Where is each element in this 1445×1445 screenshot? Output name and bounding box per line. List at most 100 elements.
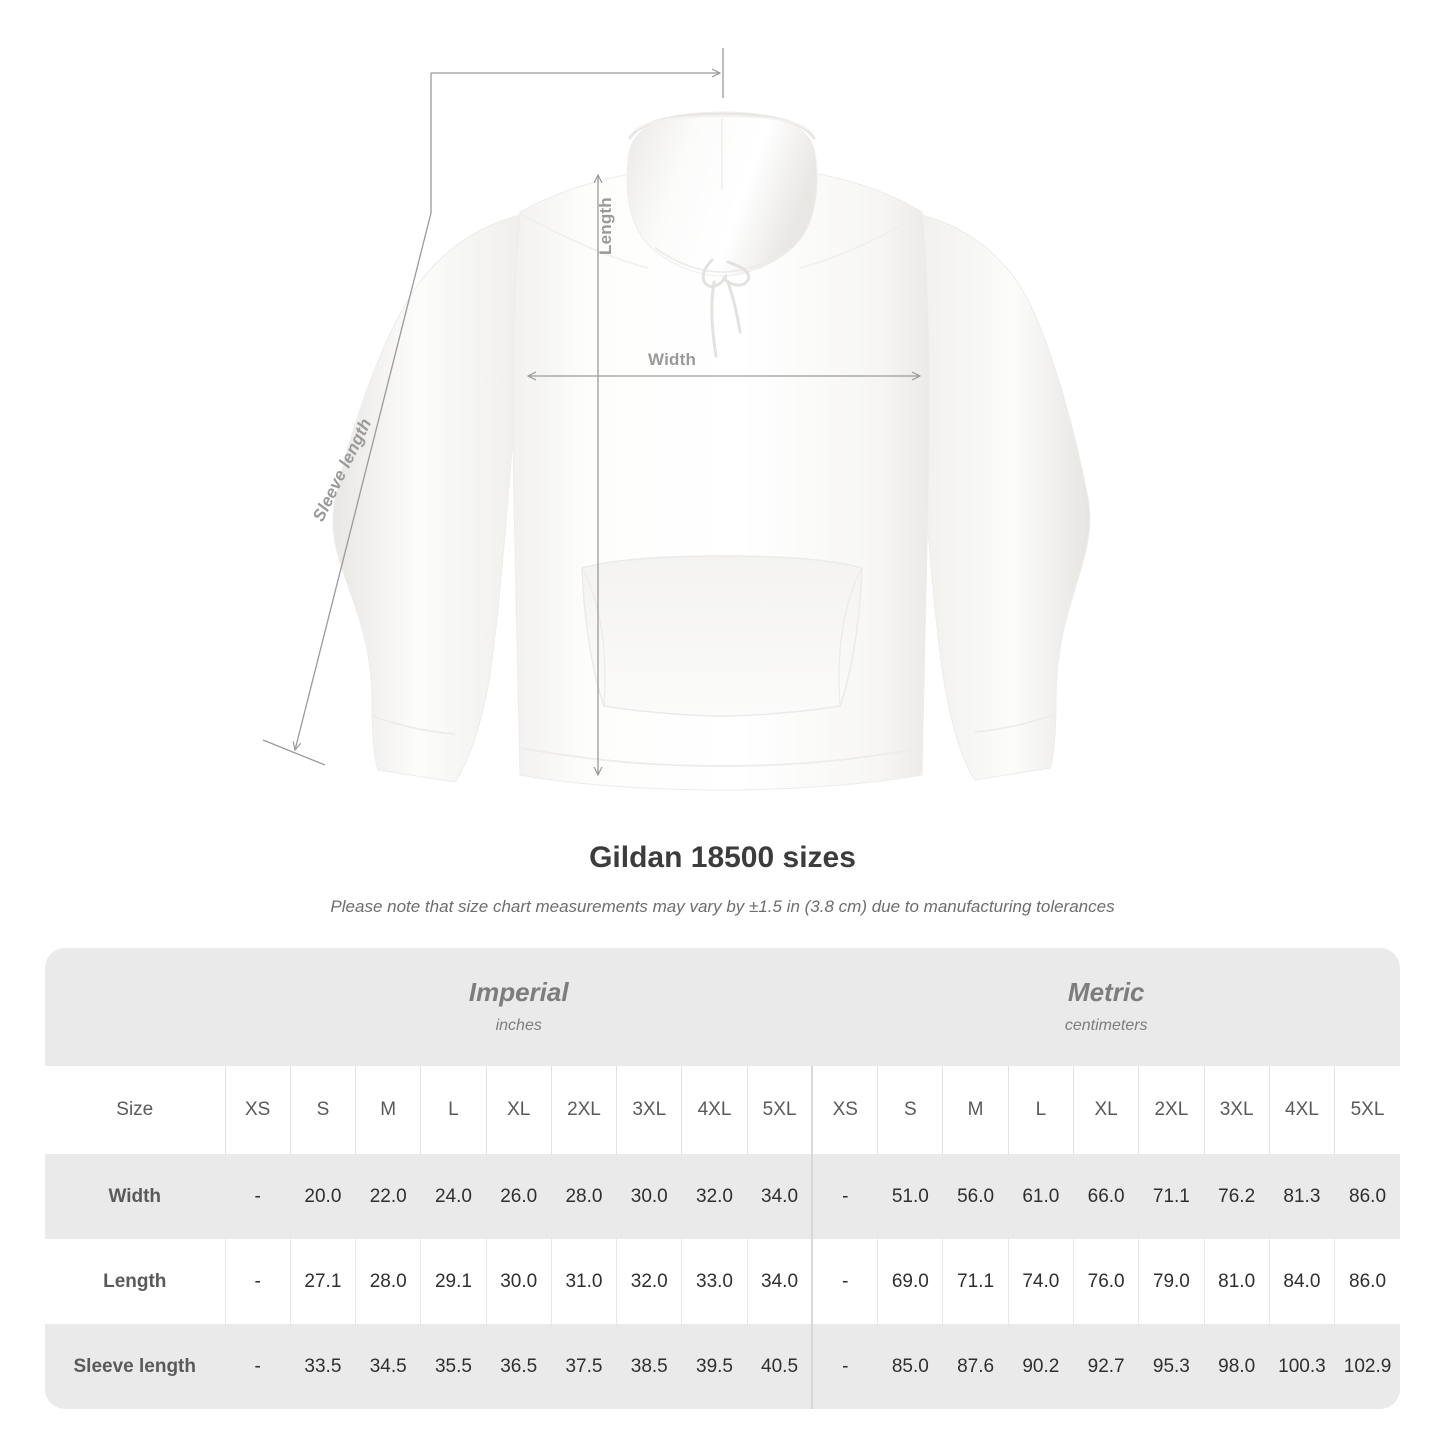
row-label-width: Width	[45, 1154, 226, 1239]
cell-imperial: 34.5	[355, 1324, 421, 1409]
cell-imperial: 30.0	[485, 1239, 552, 1324]
cell-metric: 79.0	[1138, 1239, 1205, 1324]
size-header-metric-4xl: 4XL	[1268, 1066, 1335, 1154]
cell-imperial: 34.0	[746, 1154, 813, 1239]
size-chart-table: Imperial inches Metric centimeters Size XS S M L…	[45, 948, 1400, 1409]
cell-imperial: 30.0	[616, 1154, 682, 1239]
size-header-imperial-m: M	[355, 1066, 421, 1154]
cell-imperial: 40.5	[746, 1324, 813, 1409]
cell-imperial: -	[224, 1324, 291, 1409]
cell-metric: 71.1	[942, 1239, 1009, 1324]
cell-metric: -	[811, 1154, 878, 1239]
size-label-cell: Size	[45, 1066, 226, 1154]
size-header-imperial-l: L	[420, 1066, 487, 1154]
cell-imperial: 38.5	[616, 1324, 682, 1409]
cell-metric: 81.3	[1268, 1154, 1335, 1239]
cell-imperial: 22.0	[355, 1154, 421, 1239]
size-header-imperial-5xl: 5XL	[746, 1066, 813, 1154]
cell-imperial: 32.0	[681, 1154, 748, 1239]
cell-metric: 102.9	[1334, 1324, 1400, 1409]
size-header-imperial-xs: XS	[224, 1066, 291, 1154]
unit-subtitle: inches	[495, 1017, 542, 1034]
cell-metric: 51.0	[877, 1154, 943, 1239]
unit-header-metric: Metric centimeters	[812, 948, 1400, 1066]
cell-imperial: 37.5	[550, 1324, 617, 1409]
cell-imperial: 24.0	[420, 1154, 487, 1239]
cell-imperial: 27.1	[289, 1239, 356, 1324]
cell-metric: 92.7	[1072, 1324, 1139, 1409]
cell-metric: 74.0	[1007, 1239, 1074, 1324]
cell-metric: 61.0	[1007, 1154, 1074, 1239]
table-row: Sleeve length -33.5 34.5 35.5 36.5 37.5 38.5 39…	[45, 1324, 1400, 1409]
row-label-length: Length	[45, 1239, 226, 1324]
cell-metric: 71.1	[1138, 1154, 1205, 1239]
cell-imperial: -	[224, 1154, 291, 1239]
cell-imperial: 31.0	[550, 1239, 617, 1324]
cell-metric: -	[811, 1324, 878, 1409]
row-label-sleeve-length: Sleeve length	[45, 1324, 226, 1409]
drawstring	[701, 258, 751, 358]
hoodie-diagram-svg	[262, 48, 1091, 791]
cell-imperial: 34.0	[746, 1239, 813, 1324]
size-header-metric-2xl: 2XL	[1138, 1066, 1205, 1154]
size-chart-container: Imperial inches Metric centimeters Size XS S M L…	[45, 948, 1400, 1409]
cell-imperial: 28.0	[550, 1154, 617, 1239]
cell-metric: 100.3	[1268, 1324, 1335, 1409]
cell-metric: 84.0	[1268, 1239, 1335, 1324]
cell-metric: 76.0	[1072, 1239, 1139, 1324]
size-header-metric-5xl: 5XL	[1334, 1066, 1400, 1154]
unit-name: Metric	[1067, 977, 1145, 1007]
hoodie-body-shape	[332, 111, 1091, 791]
cell-metric: 69.0	[877, 1239, 943, 1324]
unit-banner-spacer	[45, 948, 226, 1066]
size-header-metric-xl: XL	[1072, 1066, 1139, 1154]
cell-imperial: 28.0	[355, 1239, 421, 1324]
cell-metric: 95.3	[1138, 1324, 1205, 1409]
size-header-imperial-4xl: 4XL	[681, 1066, 748, 1154]
sleeve-bottom-tick	[262, 739, 326, 766]
tolerance-note: Please note that size chart measurements…	[330, 897, 1115, 916]
cell-metric: 56.0	[942, 1154, 1009, 1239]
cell-metric: 76.2	[1203, 1154, 1270, 1239]
cell-imperial: -	[224, 1239, 291, 1324]
sleeve-length-arrow	[295, 212, 432, 750]
table-row: Length -27.1 28.0 29.1 30.0 31.0 32.0 33.0 34.0-…	[45, 1239, 1400, 1324]
garment-illustration: Length Width Sleeve length	[262, 48, 1091, 791]
cell-imperial: 33.5	[289, 1324, 356, 1409]
cell-metric: -	[811, 1239, 878, 1324]
cell-metric: 86.0	[1334, 1154, 1400, 1239]
cell-metric: 90.2	[1007, 1324, 1074, 1409]
page-title: Gildan 18500 sizes	[589, 841, 856, 874]
size-header-row: Size XS S M L XL 2XL 3XL 4XL 5XL XS S M L XL 2XL 3XL 4XL 5…	[45, 1066, 1400, 1154]
size-header-metric-xs: XS	[811, 1066, 878, 1154]
cell-imperial: 32.0	[616, 1239, 682, 1324]
cell-imperial: 36.5	[485, 1324, 552, 1409]
unit-header-imperial: Imperial inches	[225, 948, 813, 1066]
width-label: Width	[648, 350, 697, 369]
cell-metric: 66.0	[1072, 1154, 1139, 1239]
size-header-metric-l: L	[1007, 1066, 1074, 1154]
size-header-metric-s: S	[877, 1066, 943, 1154]
cell-imperial: 33.0	[681, 1239, 748, 1324]
size-header-imperial-s: S	[289, 1066, 356, 1154]
cell-metric: 86.0	[1334, 1239, 1400, 1324]
size-header-imperial-xl: XL	[485, 1066, 552, 1154]
cell-metric: 98.0	[1203, 1324, 1270, 1409]
size-header-imperial-3xl: 3XL	[616, 1066, 682, 1154]
size-header-metric-3xl: 3XL	[1203, 1066, 1270, 1154]
cell-metric: 81.0	[1203, 1239, 1270, 1324]
unit-name: Imperial	[468, 977, 569, 1007]
title-block: Gildan 18500 sizes Please note that size…	[0, 838, 1445, 918]
cell-metric: 87.6	[942, 1324, 1009, 1409]
cell-imperial: 26.0	[485, 1154, 552, 1239]
cell-imperial: 20.0	[289, 1154, 356, 1239]
length-label: Length	[596, 197, 615, 255]
unit-subtitle: centimeters	[1064, 1017, 1148, 1034]
table-row: Width -20.0 22.0 24.0 26.0 28.0 30.0 32.0 34.0-5…	[45, 1154, 1400, 1239]
measurement-lines	[262, 48, 920, 775]
cell-imperial: 39.5	[681, 1324, 748, 1409]
unit-banner-row: Imperial inches Metric centimeters	[45, 948, 1400, 1066]
size-header-metric-m: M	[942, 1066, 1009, 1154]
cell-metric: 85.0	[877, 1324, 943, 1409]
cell-imperial: 29.1	[420, 1239, 487, 1324]
